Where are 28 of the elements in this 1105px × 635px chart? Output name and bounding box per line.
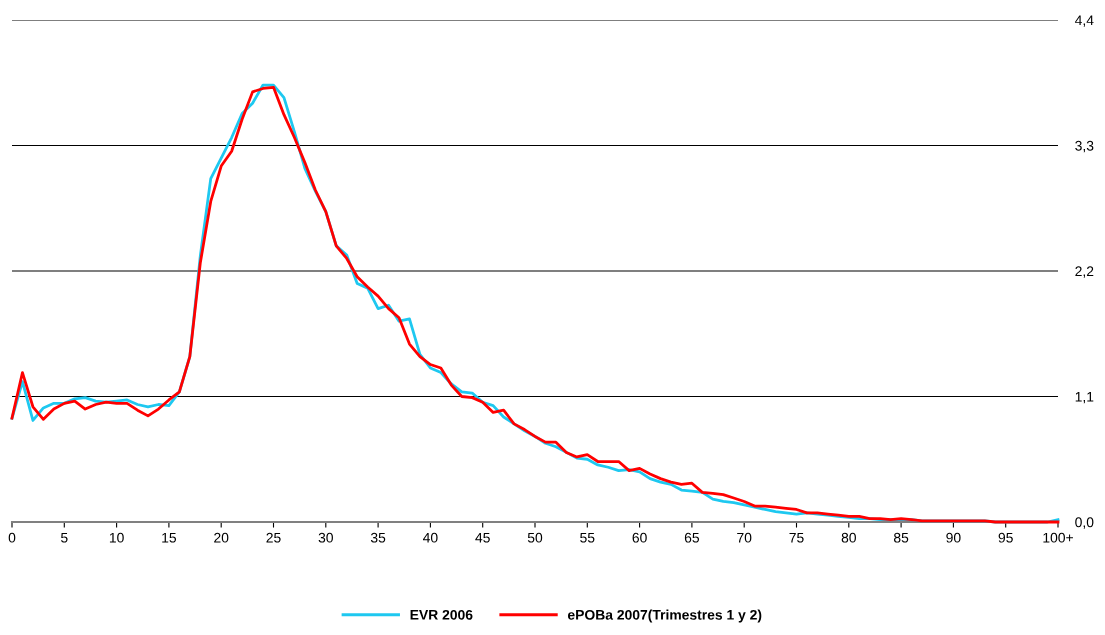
legend-label: ePOBa 2007(Trimestres 1 y 2) [567, 609, 762, 623]
x-tick-label: 5 [60, 532, 68, 543]
x-tick-label: 60 [632, 532, 647, 543]
y-tick-label: 0,0 [1075, 517, 1094, 529]
x-tick-label: 45 [475, 532, 490, 543]
x-tick-label: 35 [370, 532, 386, 543]
x-tick-label: 70 [737, 532, 752, 543]
x-tick-label: 30 [318, 532, 333, 543]
y-tick-label: 3,3 [1075, 140, 1094, 153]
x-tick-label: 75 [789, 532, 804, 543]
x-tick-label: 20 [214, 532, 229, 543]
x-tick-label: 50 [527, 532, 543, 543]
y-tick-label: 1,1 [1075, 391, 1094, 404]
x-tick-label: 100+ [1043, 532, 1073, 543]
x-tick-label: 15 [162, 532, 177, 543]
x-tick-label: 80 [841, 532, 856, 543]
x-tick-label: 85 [893, 532, 909, 543]
y-tick-label: 4,4 [1074, 15, 1094, 27]
x-tick-label: 0 [8, 532, 16, 543]
x-tick-label: 40 [423, 532, 438, 543]
x-tick-label: 90 [946, 532, 961, 543]
x-tick-label: 55 [580, 532, 595, 543]
x-tick-label: 25 [266, 532, 281, 543]
x-tick-label: 10 [109, 532, 124, 543]
x-tick-label: 65 [684, 532, 700, 543]
y-tick-label: 2,2 [1075, 266, 1094, 278]
legend-label: EVR 2006 [410, 609, 473, 620]
x-tick-label: 95 [998, 532, 1013, 543]
